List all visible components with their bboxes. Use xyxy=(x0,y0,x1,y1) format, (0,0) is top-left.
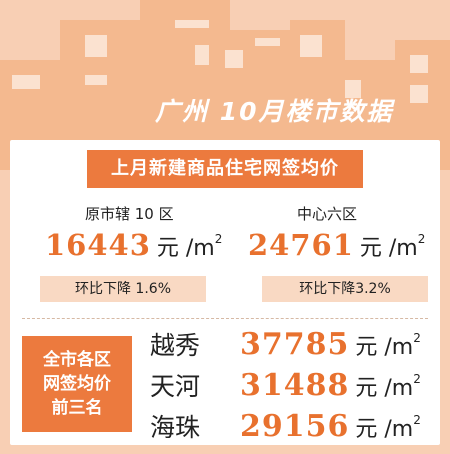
change-badge-central-six: 环比下降3.2% xyxy=(262,276,428,302)
ranking-row: 海珠 29156 元 /m2 xyxy=(150,408,421,448)
region-label-old-districts: 原市辖 10 区 xyxy=(85,205,174,223)
region-price-central-six: 24761 元 /m2 xyxy=(248,228,425,268)
price-value: 31488 xyxy=(240,368,350,403)
divider xyxy=(22,318,428,319)
change-badge-old-districts: 环比下降 1.6% xyxy=(40,276,206,302)
region-price-old-districts: 16443 元 /m2 xyxy=(45,228,222,268)
ranking-title-box: 全市各区 网签均价 前三名 xyxy=(22,336,132,432)
price-unit: 元 /m2 xyxy=(355,372,421,401)
ranking-title-line: 全市各区 xyxy=(43,350,111,370)
price-value: 37785 xyxy=(240,327,350,362)
page-title: 广州 10月楼市数据 xyxy=(155,97,394,126)
price-unit: 元 /m2 xyxy=(355,413,421,442)
price-unit: 元 /m2 xyxy=(355,331,421,360)
section-title: 上月新建商品住宅网签均价 xyxy=(87,150,363,188)
price-value: 16443 xyxy=(45,228,151,262)
price-unit: 元 /m2 xyxy=(156,232,223,261)
district-name: 海珠 xyxy=(150,413,201,442)
region-label-central-six: 中心六区 xyxy=(297,205,358,223)
price-unit: 元 /m2 xyxy=(359,232,426,261)
price-value: 24761 xyxy=(248,228,354,262)
ranking-row: 天河 31488 元 /m2 xyxy=(150,367,421,407)
ranking-title-line: 网签均价 xyxy=(43,374,111,394)
ranking-title-line: 前三名 xyxy=(51,398,103,418)
district-name: 越秀 xyxy=(150,331,201,360)
price-value: 29156 xyxy=(240,409,350,444)
district-name: 天河 xyxy=(150,372,201,401)
ranking-row: 越秀 37785 元 /m2 xyxy=(150,326,421,366)
